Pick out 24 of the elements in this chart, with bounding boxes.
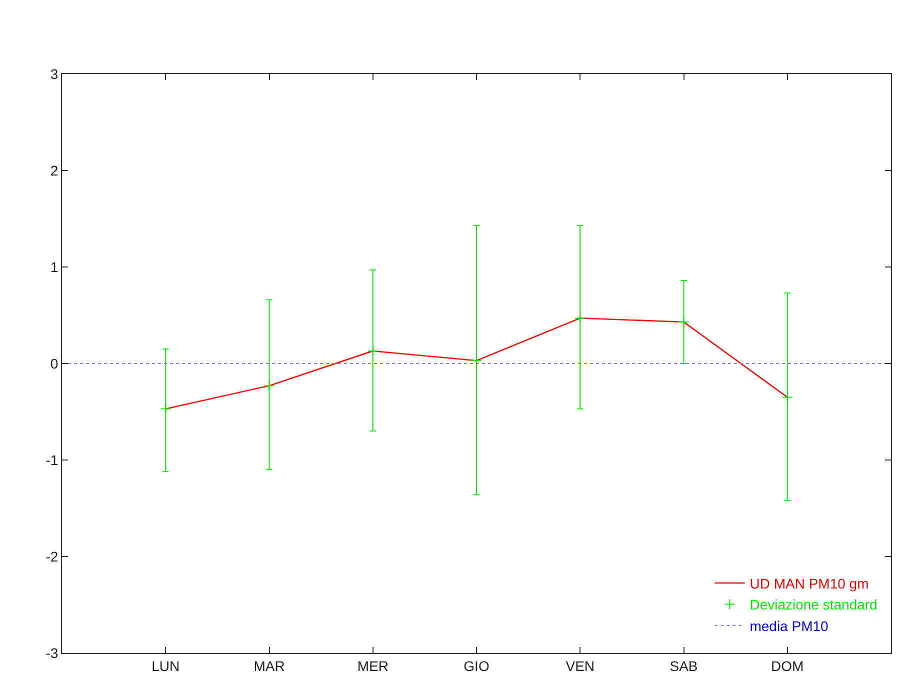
x-tick-label: MAR — [254, 658, 285, 674]
y-tick-label: -1 — [46, 452, 58, 468]
point — [574, 312, 586, 324]
legend-label: UD MAN PM10 gm — [750, 575, 869, 592]
y-tick-label: 0 — [50, 355, 58, 372]
legend-label: media PM10 — [750, 618, 829, 634]
x-tick-label: DOM — [771, 658, 804, 674]
y-tick-label: -3 — [46, 644, 58, 661]
y-tick-label: 3 — [50, 66, 58, 82]
y-tick-label: 2 — [50, 162, 58, 178]
line-series — [164, 318, 788, 410]
point — [367, 346, 378, 356]
x-tick-label: GIO — [464, 658, 490, 674]
legend-label: Deviazione standard — [750, 596, 878, 613]
point — [160, 403, 172, 414]
point — [264, 380, 275, 392]
x-tick-label: VEN — [566, 658, 595, 674]
y-tick-label: 1 — [50, 258, 58, 275]
x-tick-label: MER — [357, 658, 388, 674]
point — [782, 392, 793, 403]
point — [678, 316, 690, 328]
y-tick-label: -2 — [46, 548, 58, 564]
x-tick-label: LUN — [152, 658, 180, 674]
x-tick-label: SAB — [670, 658, 698, 674]
